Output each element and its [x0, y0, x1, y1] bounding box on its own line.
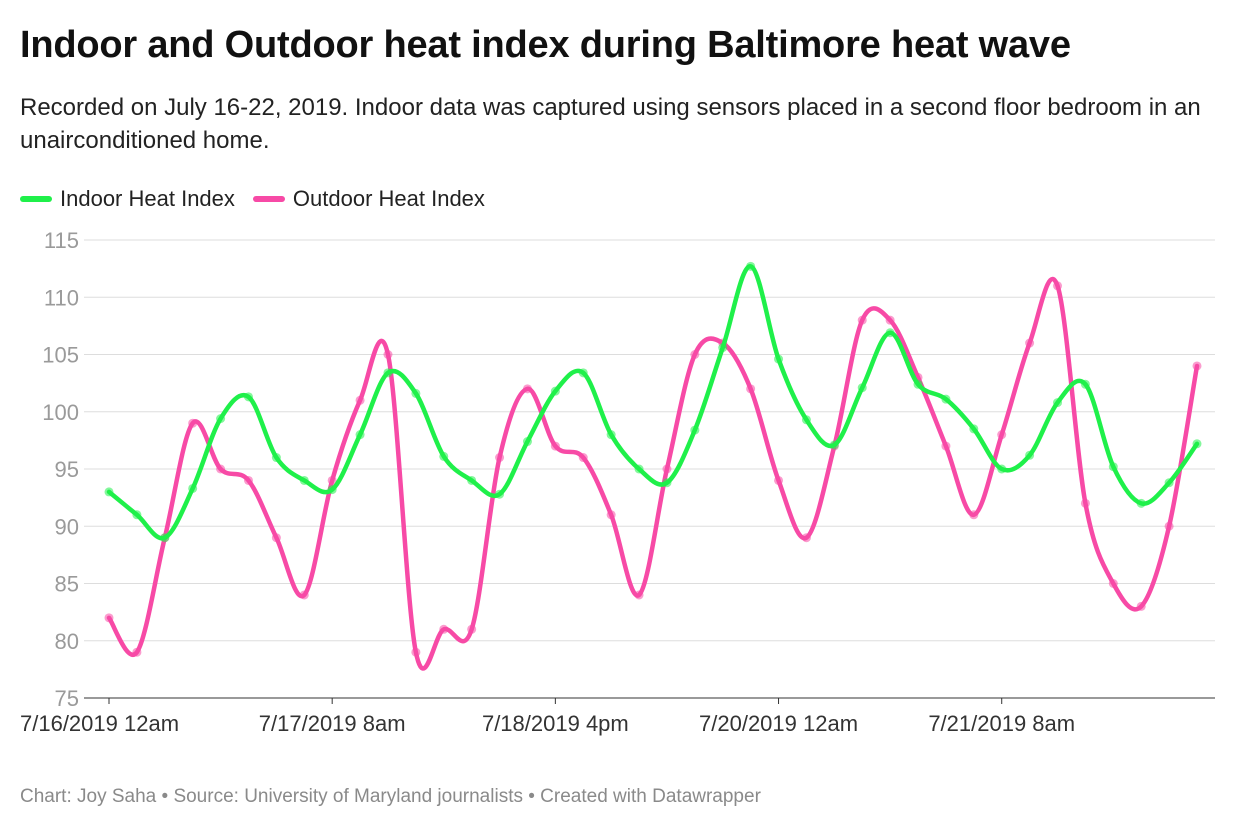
y-tick-label: 110 [44, 285, 79, 310]
y-tick-label: 100 [42, 400, 79, 425]
legend-swatch-indoor [20, 196, 52, 202]
chart-title: Indoor and Outdoor heat index during Bal… [20, 24, 1071, 66]
x-tick-label: 7/21/2019 8am [928, 711, 1075, 736]
legend-label-indoor: Indoor Heat Index [60, 186, 235, 211]
x-tick-label: 7/17/2019 8am [259, 711, 406, 736]
legend-swatch-outdoor [252, 196, 285, 202]
chart-footer: Chart: Joy Saha • Source: University of … [20, 786, 761, 807]
outdoor-series-line [106, 276, 1200, 671]
legend: Indoor Heat Index Outdoor Heat Index [20, 186, 503, 212]
y-tick-label: 85 [55, 572, 79, 597]
chart-subtitle: Recorded on July 16-22, 2019. Indoor dat… [20, 94, 1201, 154]
x-tick-label: 7/18/2019 4pm [482, 711, 629, 736]
legend-label-outdoor: Outdoor Heat Index [292, 186, 485, 211]
indoor-series-line [106, 264, 1200, 541]
y-tick-label: 90 [55, 514, 79, 539]
x-tick-label: 7/16/2019 12am [20, 711, 179, 736]
legend-item-outdoor: Outdoor Heat Index [252, 186, 485, 212]
y-tick-label: 105 [42, 343, 79, 368]
y-tick-label: 80 [55, 629, 79, 654]
y-tick-label: 75 [55, 686, 79, 711]
legend-item-indoor: Indoor Heat Index [20, 186, 235, 212]
y-tick-label: 95 [55, 457, 79, 482]
x-tick-label: 7/20/2019 12am [699, 711, 858, 736]
y-tick-label: 115 [44, 228, 79, 253]
